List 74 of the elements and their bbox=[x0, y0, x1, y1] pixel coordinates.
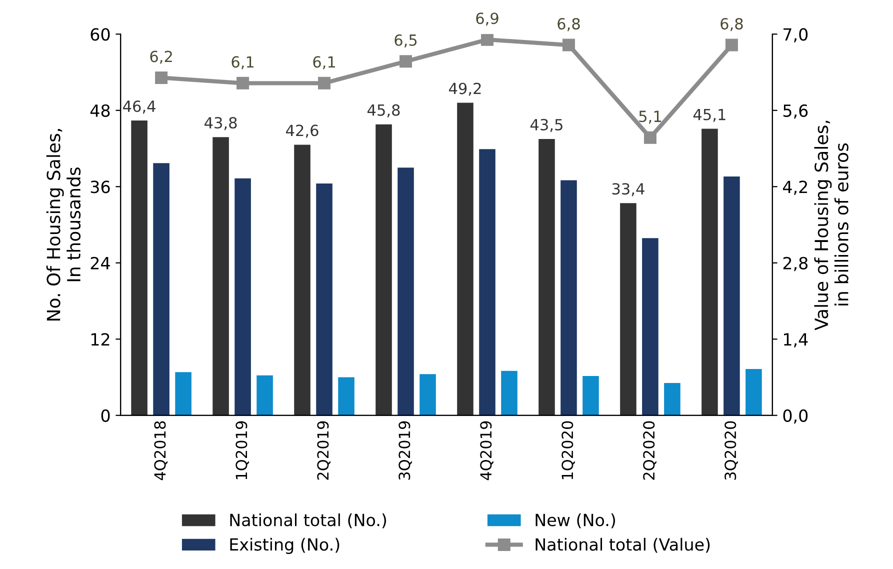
data-label: 6,8 bbox=[720, 18, 743, 32]
data-label: 6,1 bbox=[313, 56, 336, 70]
bar bbox=[479, 149, 496, 416]
point bbox=[562, 38, 575, 52]
y-tick-label: 36 bbox=[90, 180, 110, 194]
x-tick-label: 2Q2020 bbox=[643, 421, 656, 480]
bar bbox=[294, 144, 310, 416]
data-label: 6,5 bbox=[394, 34, 417, 48]
y2-tick-label: 5,6 bbox=[783, 104, 808, 119]
data-label: 5,1 bbox=[639, 110, 661, 124]
y-tick-label: 48 bbox=[90, 104, 110, 117]
data-label: 43,8 bbox=[204, 117, 237, 130]
y-tick-label: 0 bbox=[101, 409, 110, 422]
data-label: 46,4 bbox=[123, 100, 156, 114]
y2-tick-label: 4,2 bbox=[782, 180, 808, 195]
y-axis-title: No. Of Housing Sales, In thousands bbox=[46, 129, 81, 320]
bar bbox=[131, 120, 148, 416]
data-label: 43,5 bbox=[530, 118, 562, 132]
bar bbox=[376, 124, 392, 416]
legend-label: Existing (No.) bbox=[230, 538, 340, 554]
data-label: 45,1 bbox=[693, 108, 726, 122]
bar bbox=[501, 370, 518, 416]
point bbox=[725, 38, 738, 52]
bar bbox=[582, 376, 599, 416]
point bbox=[644, 131, 656, 144]
bar bbox=[420, 374, 436, 416]
x-tick-label: 1Q2019 bbox=[236, 421, 249, 480]
data-label: 45,8 bbox=[367, 104, 400, 118]
bar bbox=[153, 163, 170, 416]
bar bbox=[457, 102, 474, 416]
x-tick-label: 4Q2019 bbox=[480, 421, 494, 480]
bar bbox=[664, 382, 680, 416]
x-tick-label: 3Q2020 bbox=[724, 421, 738, 480]
x-tick-label: 1Q2020 bbox=[562, 421, 575, 480]
y2-tick-label: 1,4 bbox=[784, 333, 808, 348]
legend-label: New (No.) bbox=[536, 513, 616, 528]
data-label: 6,2 bbox=[150, 50, 172, 64]
legend-label: National total (No.) bbox=[230, 513, 386, 528]
x-tick-label: 2Q2019 bbox=[317, 421, 330, 480]
bar bbox=[538, 138, 555, 416]
y2-tick-label: 2,8 bbox=[783, 256, 808, 272]
y2-tick-label: 7,0 bbox=[784, 28, 808, 42]
data-label: 42,6 bbox=[286, 124, 318, 138]
y-tick-label: 12 bbox=[91, 333, 110, 346]
bar bbox=[338, 377, 354, 416]
y2-tick-label: 0,0 bbox=[783, 409, 808, 424]
bar bbox=[234, 178, 251, 416]
bar bbox=[256, 375, 273, 416]
point bbox=[480, 34, 494, 46]
bar bbox=[560, 180, 577, 416]
y-tick-label: 60 bbox=[90, 28, 110, 41]
bar bbox=[212, 137, 229, 416]
bar bbox=[642, 238, 658, 416]
data-label: 49,2 bbox=[448, 82, 481, 96]
point bbox=[400, 55, 412, 68]
bar bbox=[702, 128, 718, 416]
y-tick-label: 24 bbox=[90, 256, 110, 270]
data-label: 33,4 bbox=[612, 183, 644, 196]
bar bbox=[746, 368, 762, 416]
bar bbox=[620, 203, 636, 416]
data-label: 6,8 bbox=[558, 18, 580, 32]
point bbox=[155, 71, 168, 84]
point bbox=[236, 76, 250, 90]
data-label: 6,9 bbox=[476, 12, 498, 26]
bar bbox=[175, 372, 192, 416]
legend-label: National total (Value) bbox=[536, 538, 710, 553]
bar bbox=[398, 168, 414, 416]
point bbox=[318, 76, 331, 90]
x-tick-label: 3Q2019 bbox=[398, 421, 412, 480]
data-label: 6,1 bbox=[232, 56, 254, 70]
bar bbox=[724, 176, 740, 416]
x-tick-label: 4Q2018 bbox=[154, 421, 168, 480]
bar bbox=[316, 183, 332, 416]
y2-axis-title: Value of Housing Sales, in billions of euros bbox=[814, 120, 848, 330]
